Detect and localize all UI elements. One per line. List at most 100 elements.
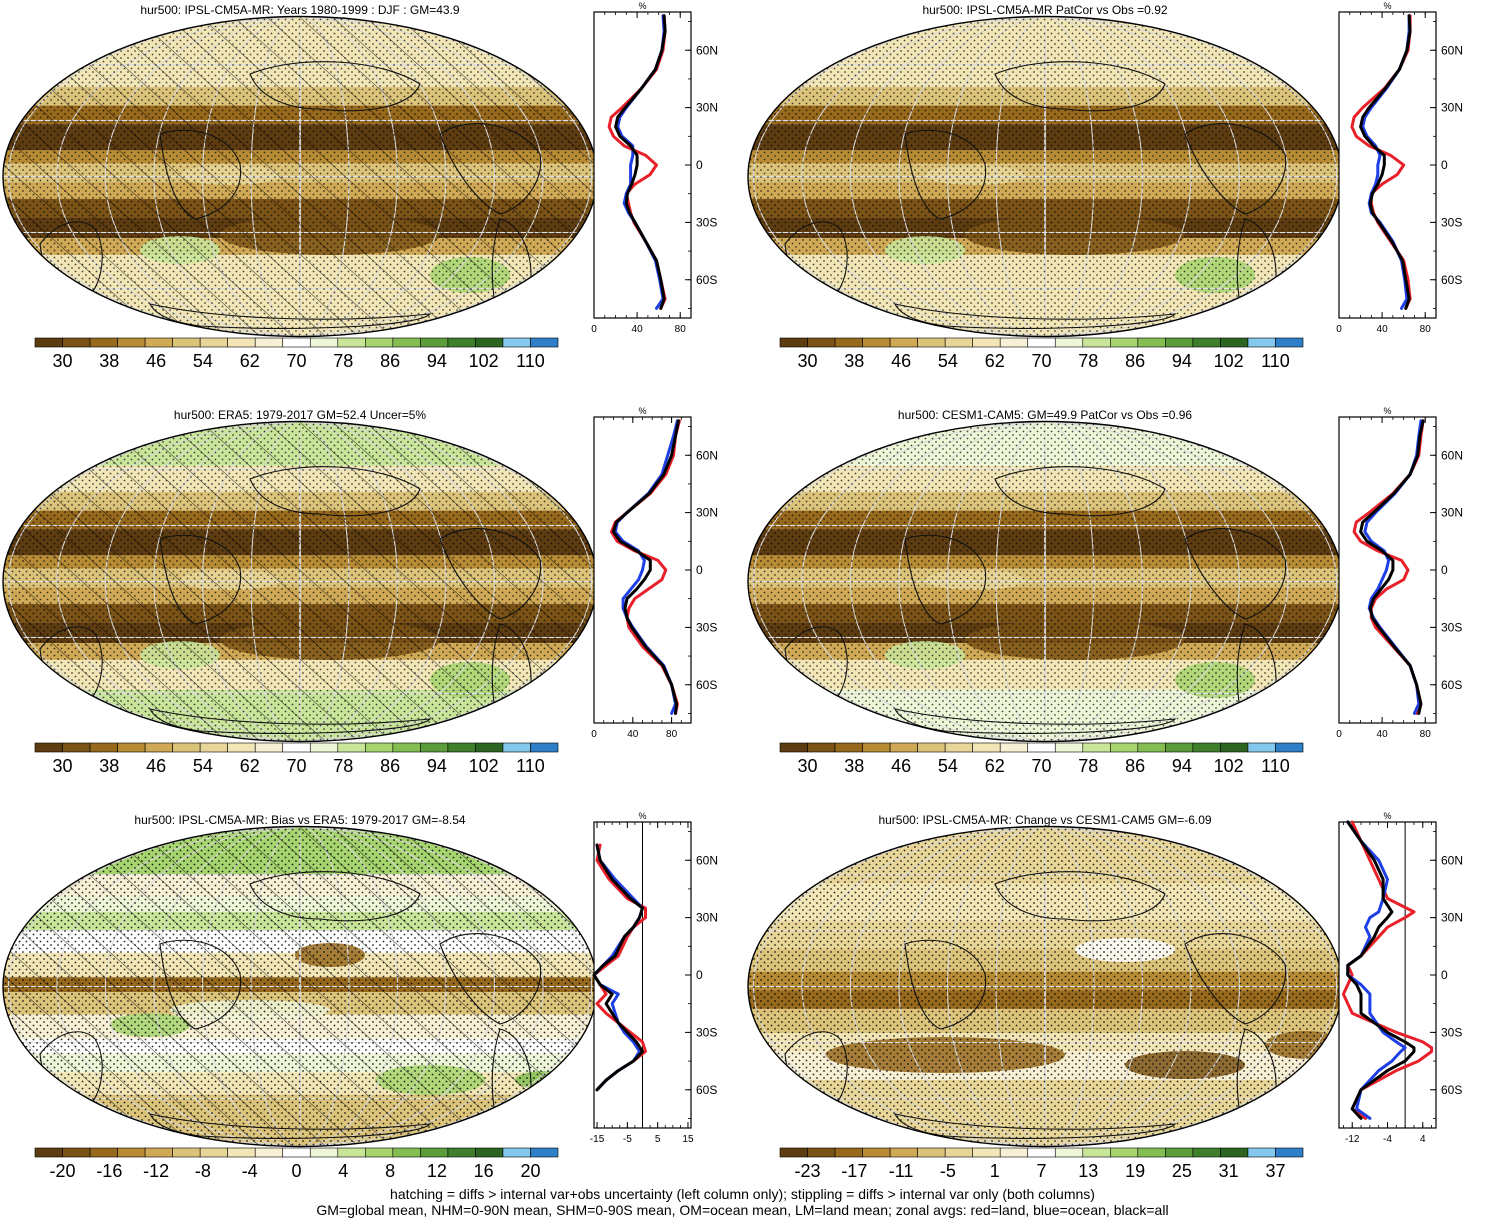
colorbar-swatch	[1082, 1147, 1111, 1158]
colorbar-swatch	[62, 742, 91, 753]
panel-era5: hur500: ERA5: 1979-2017 GM=52.4 Uncer=5%…	[0, 405, 740, 785]
colorbar-swatch	[999, 337, 1029, 348]
colorbar-swatch	[337, 742, 366, 753]
profile-xlabel: %	[638, 811, 646, 821]
profile-lat-tick-label: 60N	[1441, 448, 1463, 462]
colorbar-tick-label: 30	[53, 756, 73, 776]
profile-lat-tick-label: 30S	[1441, 620, 1462, 634]
profile-lat-tick-label: 60N	[1441, 853, 1463, 867]
colorbar-swatch	[34, 1147, 63, 1158]
colorbar-swatch	[944, 1147, 973, 1158]
panel-title: hur500: IPSL-CM5A-MR PatCor vs Obs =0.92	[922, 3, 1168, 17]
footer-note-2: GM=global mean, NHM=0-90N mean, SHM=0-90…	[316, 1202, 1169, 1218]
colorbar-swatch	[917, 742, 946, 753]
colorbar-tick-label: 16	[474, 1161, 494, 1181]
colorbar-swatch	[420, 742, 449, 753]
colorbar-swatch	[834, 742, 863, 753]
zonal-mean-profile: % 0 40 80 60N 30N 0 30S 60S	[1336, 406, 1463, 740]
colorbar-swatch	[392, 337, 421, 348]
colorbar-tick-label: 46	[891, 351, 911, 371]
colorbar-swatch	[779, 742, 808, 753]
profile-x-tick-label: 40	[1377, 729, 1389, 740]
profile-lat-tick-label: 30N	[1441, 101, 1463, 115]
colorbar-tick-label: 62	[240, 351, 260, 371]
profile-lat-tick-label: 30S	[696, 1025, 717, 1039]
colorbar-tick-label: 94	[427, 351, 447, 371]
colorbar-tick-label: 54	[193, 351, 213, 371]
colorbar-swatch	[144, 742, 173, 753]
colorbar-tick-label: 94	[1172, 351, 1192, 371]
colorbar-tick-label: 38	[99, 756, 119, 776]
profile-line-all	[611, 419, 680, 715]
colorbar-swatch	[199, 337, 228, 348]
colorbar-tick-label: 78	[333, 756, 353, 776]
profile-xlabel: %	[1383, 406, 1391, 416]
colorbar: 30 38 46 54 62 70 78 86 94 102 110	[34, 337, 559, 371]
panel-title: hur500: IPSL-CM5A-MR: Change vs CESM1-CA…	[878, 813, 1212, 827]
colorbar-tick-label: 78	[333, 351, 353, 371]
profile-lat-tick-label: 30N	[696, 506, 718, 520]
profile-x-tick-label: -15	[590, 1134, 605, 1145]
profile-lat-tick-label: 60N	[696, 43, 718, 57]
colorbar-swatch	[199, 742, 228, 753]
map-robinson	[747, 420, 1343, 743]
colorbar-tick-label: 12	[427, 1161, 447, 1181]
profile-x-tick-label: -12	[1345, 1134, 1360, 1145]
footer-note-1: hatching = diffs > internal var+obs unce…	[390, 1186, 1095, 1202]
colorbar-tick-label: -20	[50, 1161, 76, 1181]
colorbar-swatch	[365, 337, 394, 348]
colorbar: -23 -17 -11 -5 1 7 13 19 25 31 37	[779, 1147, 1304, 1181]
colorbar-tick-label: 31	[1219, 1161, 1239, 1181]
colorbar-swatch	[530, 337, 559, 348]
profile-lat-tick-label: 60S	[1441, 1083, 1462, 1097]
panel-title: hur500: ERA5: 1979-2017 GM=52.4 Uncer=5%	[173, 408, 427, 422]
profile-xlabel: %	[638, 1, 646, 11]
colorbar-swatch	[282, 742, 311, 753]
colorbar-swatch	[34, 337, 63, 348]
colorbar-swatch	[475, 337, 504, 348]
colorbar-swatch	[1137, 742, 1166, 753]
colorbar-swatch	[89, 337, 118, 348]
colorbar-tick-label: 110	[516, 756, 545, 776]
zonal-mean-profile: % -15 -5 5 15 60N 30N 0 30S 60S	[590, 811, 718, 1145]
colorbar-swatch	[337, 1147, 366, 1158]
colorbar-tick-label: 86	[380, 351, 400, 371]
panel-change: hur500: IPSL-CM5A-MR: Change vs CESM1-CA…	[745, 810, 1485, 1190]
colorbar-swatch	[420, 337, 449, 348]
colorbar-tick-label: 46	[146, 351, 166, 371]
colorbar-swatch	[309, 337, 339, 348]
colorbar-tick-label: 38	[844, 351, 864, 371]
profile-x-tick-label: 40	[632, 324, 644, 335]
colorbar-swatch	[254, 337, 284, 348]
colorbar-tick-label: 8	[385, 1161, 395, 1181]
colorbar-swatch	[1220, 1147, 1249, 1158]
colorbar-swatch	[172, 742, 201, 753]
profile-lat-tick-label: 30S	[1441, 1025, 1462, 1039]
colorbar-swatch	[254, 742, 284, 753]
colorbar-swatch	[1192, 337, 1221, 348]
colorbar-swatch	[1275, 337, 1304, 348]
colorbar-swatch	[889, 337, 918, 348]
colorbar-swatch	[502, 337, 531, 348]
panel-title: hur500: IPSL-CM5A-MR: Bias vs ERA5: 1979…	[134, 813, 466, 827]
profile-lat-tick-label: 30N	[1441, 506, 1463, 520]
colorbar-swatch	[172, 337, 201, 348]
colorbar-swatch	[1275, 1147, 1304, 1158]
colorbar-swatch	[944, 337, 973, 348]
profile-lat-tick-label: 60S	[696, 678, 717, 692]
colorbar-swatch	[1247, 742, 1276, 753]
colorbar-swatch	[144, 1147, 173, 1158]
map-robinson	[747, 825, 1343, 1148]
profile-line-all	[1359, 14, 1412, 310]
colorbar-swatch	[999, 1147, 1029, 1158]
colorbar-swatch	[392, 1147, 421, 1158]
colorbar-tick-label: 13	[1078, 1161, 1098, 1181]
colorbar-swatch	[199, 1147, 228, 1158]
colorbar-swatch	[834, 1147, 863, 1158]
colorbar-swatch	[62, 1147, 91, 1158]
colorbar-tick-label: 86	[1125, 756, 1145, 776]
colorbar-swatch	[89, 1147, 118, 1158]
colorbar-swatch	[944, 742, 973, 753]
profile-x-tick-label: 4	[1420, 1134, 1426, 1145]
colorbar-tick-label: 110	[1261, 351, 1290, 371]
